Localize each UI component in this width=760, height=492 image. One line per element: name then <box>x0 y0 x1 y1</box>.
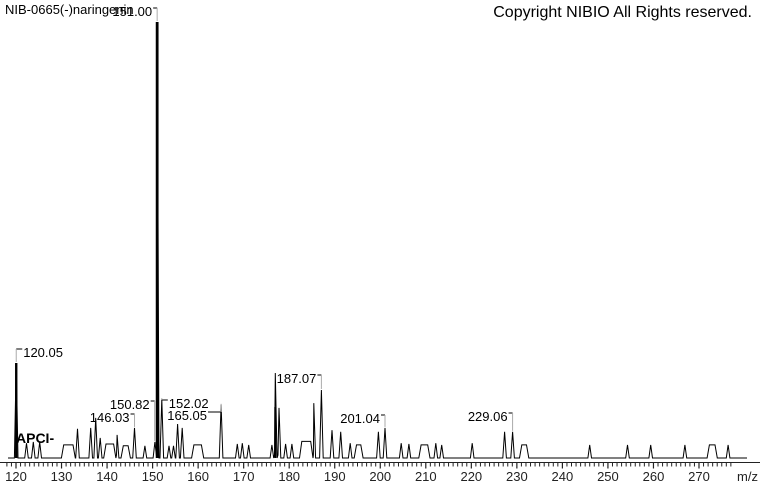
peak-label: 120.05 <box>23 345 63 360</box>
peak-label: 151.00 <box>112 4 152 19</box>
peak-label: 187.07 <box>277 371 317 386</box>
axis-tick-label: 210 <box>415 469 437 484</box>
axis-tick-label: 220 <box>460 469 482 484</box>
axis-tick-label: 260 <box>643 469 665 484</box>
axis-tick-label: 130 <box>51 469 73 484</box>
axis-tick-label: 190 <box>324 469 346 484</box>
axis-tick-label: 170 <box>233 469 255 484</box>
peak-label: 152.02 <box>169 396 209 411</box>
spectrum-title: NIB-0665(-)naringenin <box>5 2 134 17</box>
ionization-mode-label: APCI- <box>16 430 55 446</box>
peak-label: 146.03 <box>90 410 130 425</box>
axis-tick-label: 200 <box>369 469 391 484</box>
x-axis-unit-label: m/z <box>737 469 758 484</box>
axis-tick-label: 160 <box>187 469 209 484</box>
axis-tick-label: 240 <box>552 469 574 484</box>
axis-tick-label: 140 <box>96 469 118 484</box>
peak-label: 150.82 <box>110 397 150 412</box>
axis-tick-label: 250 <box>597 469 619 484</box>
axis-tick-label: 150 <box>142 469 164 484</box>
copyright-text: Copyright NIBIO All Rights reserved. <box>493 4 752 21</box>
axis-tick-label: 230 <box>506 469 528 484</box>
axis-tick-label: 270 <box>688 469 710 484</box>
peak-label: 229.06 <box>468 409 508 424</box>
axis-tick-label: 120 <box>5 469 27 484</box>
peak-label: 201.04 <box>340 411 380 426</box>
spectrum-trace <box>8 21 747 459</box>
axis-tick-label: 180 <box>278 469 300 484</box>
peak-label: 165.05 <box>167 408 207 423</box>
